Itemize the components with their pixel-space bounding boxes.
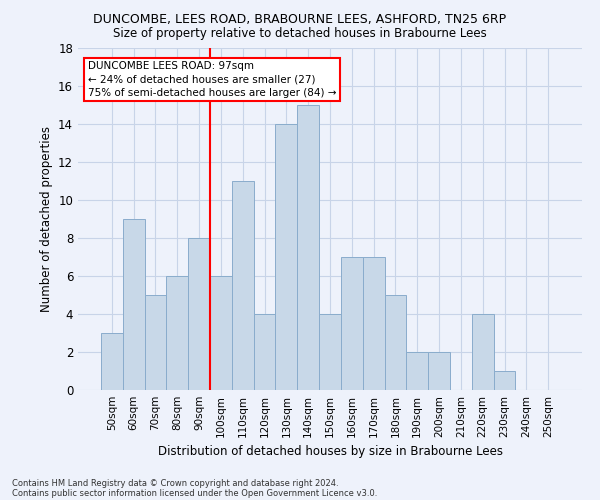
Text: Size of property relative to detached houses in Brabourne Lees: Size of property relative to detached ho… bbox=[113, 28, 487, 40]
Bar bbox=[275, 124, 297, 390]
Bar bbox=[123, 219, 145, 390]
Bar bbox=[319, 314, 341, 390]
Bar bbox=[341, 257, 363, 390]
Bar bbox=[406, 352, 428, 390]
Bar bbox=[232, 180, 254, 390]
X-axis label: Distribution of detached houses by size in Brabourne Lees: Distribution of detached houses by size … bbox=[157, 445, 503, 458]
Y-axis label: Number of detached properties: Number of detached properties bbox=[40, 126, 53, 312]
Bar bbox=[297, 104, 319, 390]
Text: DUNCOMBE LEES ROAD: 97sqm
← 24% of detached houses are smaller (27)
75% of semi-: DUNCOMBE LEES ROAD: 97sqm ← 24% of detac… bbox=[88, 61, 337, 98]
Bar bbox=[166, 276, 188, 390]
Bar bbox=[254, 314, 275, 390]
Text: Contains public sector information licensed under the Open Government Licence v3: Contains public sector information licen… bbox=[12, 488, 377, 498]
Bar bbox=[494, 371, 515, 390]
Bar bbox=[428, 352, 450, 390]
Text: DUNCOMBE, LEES ROAD, BRABOURNE LEES, ASHFORD, TN25 6RP: DUNCOMBE, LEES ROAD, BRABOURNE LEES, ASH… bbox=[94, 12, 506, 26]
Bar bbox=[472, 314, 494, 390]
Bar bbox=[385, 295, 406, 390]
Bar bbox=[101, 333, 123, 390]
Bar bbox=[210, 276, 232, 390]
Bar bbox=[188, 238, 210, 390]
Bar bbox=[145, 295, 166, 390]
Text: Contains HM Land Registry data © Crown copyright and database right 2024.: Contains HM Land Registry data © Crown c… bbox=[12, 478, 338, 488]
Bar bbox=[363, 257, 385, 390]
